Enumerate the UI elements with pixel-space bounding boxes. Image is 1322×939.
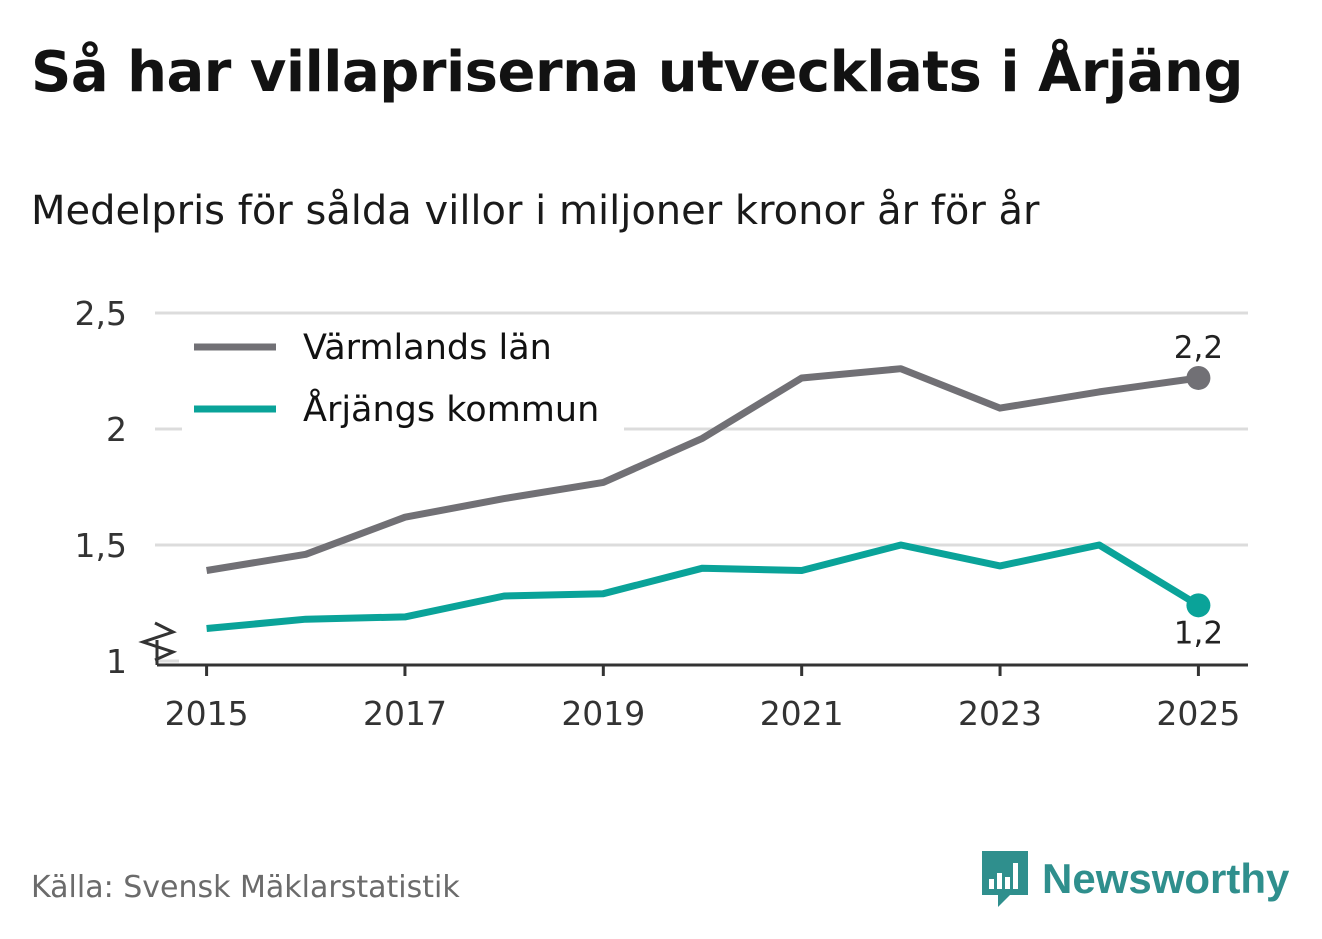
legend: Värmlands län Årjängs kommun xyxy=(182,316,624,434)
brand-logo: Newsworthy xyxy=(980,848,1289,910)
x-tick-label: 2023 xyxy=(958,694,1042,733)
series-lines: 2,2 1,2 xyxy=(206,330,1223,651)
legend-label: Årjängs kommun xyxy=(303,387,599,430)
series-end-label: 2,2 xyxy=(1174,330,1223,366)
series-end-label: 1,2 xyxy=(1174,615,1223,651)
newsworthy-logo-icon xyxy=(982,851,1028,907)
source-note: Källa: Svensk Mäklarstatistik xyxy=(31,870,460,905)
series-end-point xyxy=(1186,365,1211,390)
x-tick-label: 2025 xyxy=(1156,694,1240,733)
chart-title: Så har villapriserna utvecklats i Årjäng xyxy=(31,40,1243,105)
series-line xyxy=(206,541,1201,632)
x-tick-label: 2019 xyxy=(561,694,645,733)
legend-label: Värmlands län xyxy=(303,328,552,368)
y-tick-label: 2 xyxy=(106,410,127,449)
series-end-point xyxy=(1186,593,1211,618)
y-tick-label: 1,5 xyxy=(75,526,127,565)
chart-subtitle: Medelpris för sålda villor i miljoner kr… xyxy=(31,188,1040,234)
y-tick-label: 2,5 xyxy=(75,294,127,333)
brand-name: Newsworthy xyxy=(1042,855,1290,902)
axes: 1 1,5 2 2,5 2015 2017 2019 2021 2023 2025 xyxy=(75,294,1248,733)
series-line xyxy=(206,365,1199,574)
x-tick-label: 2015 xyxy=(165,694,249,733)
legend-background xyxy=(182,316,624,434)
x-tick-label: 2021 xyxy=(760,694,844,733)
x-tick-label: 2017 xyxy=(363,694,447,733)
y-axis-break xyxy=(138,621,178,662)
y-tick-label: 1 xyxy=(106,642,127,681)
